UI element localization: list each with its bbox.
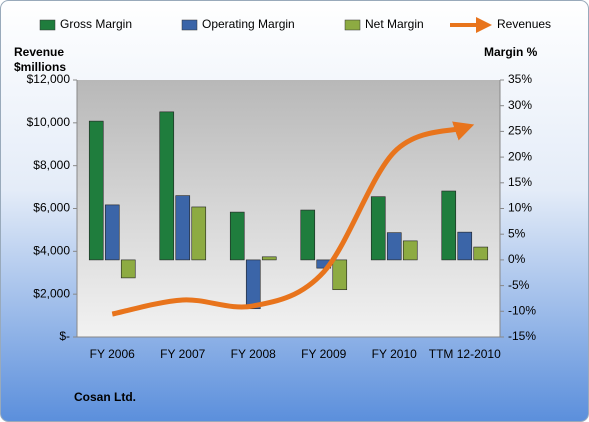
legend-swatch (344, 19, 361, 31)
x-tick-label: FY 2010 (372, 347, 417, 361)
bar (175, 195, 191, 261)
y-tick-label: $2,000 (33, 286, 70, 300)
legend-label: Operating Margin (202, 17, 295, 31)
y2-tick-label: 30% (508, 98, 532, 112)
bar (245, 259, 261, 310)
legend-label: Gross Margin (60, 17, 132, 31)
x-tick-label: FY 2008 (231, 347, 276, 361)
y2-tick-label: 20% (508, 149, 532, 163)
bar (261, 256, 277, 261)
y2-tick-label: 5% (508, 226, 526, 240)
y2-tick-label: 0% (508, 252, 526, 266)
y2-tick-label: -10% (508, 303, 536, 317)
bar (191, 206, 207, 261)
bar (332, 259, 348, 291)
chart-title: Cosan Ltd. (74, 390, 136, 404)
y-axis-label: Revenue $millions (14, 45, 67, 74)
bar (88, 120, 104, 261)
bar (120, 259, 136, 279)
y2-tick-label: -5% (508, 278, 530, 292)
y2-tick-label: 15% (508, 175, 532, 189)
bar (402, 240, 418, 261)
bar (229, 211, 245, 261)
y2-tick-label: 10% (508, 201, 532, 215)
x-tick-label: FY 2009 (301, 347, 346, 361)
bar (473, 246, 489, 261)
x-tick-label: FY 2006 (90, 347, 135, 361)
bar (441, 190, 457, 261)
x-tick-label: FY 2007 (160, 347, 205, 361)
legend-label: Net Margin (365, 17, 424, 31)
y-tick-label: $6,000 (33, 201, 70, 215)
y-tick-label: $10,000 (27, 115, 71, 129)
y2-axis-label: Margin % (484, 45, 538, 59)
y2-tick-label: 35% (508, 72, 532, 86)
y-tick-label: $- (59, 329, 70, 343)
bar (300, 209, 316, 261)
y-tick-label: $12,000 (27, 72, 71, 86)
y-tick-label: $4,000 (33, 244, 70, 258)
bar (370, 196, 386, 261)
y-tick-label: $8,000 (33, 158, 70, 172)
legend-swatch (39, 19, 56, 31)
legend-swatch (181, 19, 198, 31)
bar (457, 231, 473, 261)
y2-tick-label: 25% (508, 124, 532, 138)
bar (159, 111, 175, 261)
bar (386, 232, 402, 261)
revenue-line (111, 121, 475, 317)
y2-tick-label: -15% (508, 329, 536, 343)
legend-label: Revenues (497, 17, 551, 31)
bar (104, 204, 120, 261)
x-tick-label: TTM 12-2010 (429, 347, 501, 361)
